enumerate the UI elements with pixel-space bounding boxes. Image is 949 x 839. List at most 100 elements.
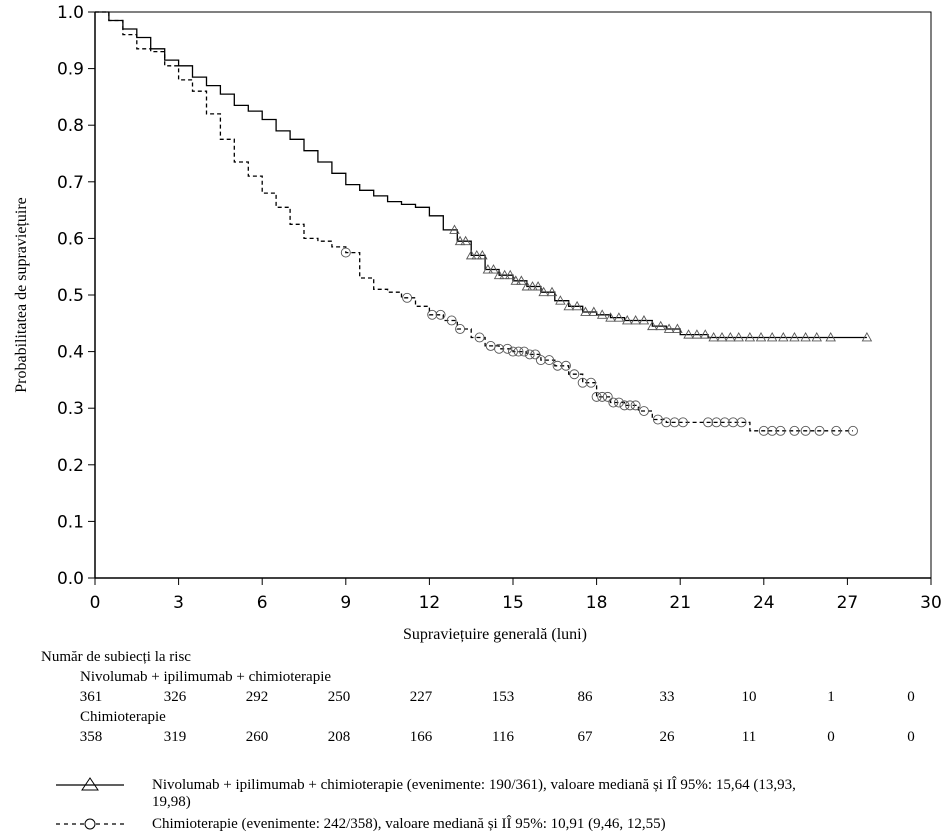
risk-row-nivolumab: 361 326 292 250 227 153 86 33 10 1 0 xyxy=(80,689,915,705)
risk-count: 1 xyxy=(827,689,835,705)
risk-count: 208 xyxy=(328,729,351,745)
censor-triangle xyxy=(465,249,477,260)
risk-count: 153 xyxy=(492,689,515,705)
censor-circle xyxy=(524,349,535,360)
risk-count: 26 xyxy=(660,729,676,745)
censor-triangle xyxy=(638,315,650,325)
y-tick-label: 0.1 xyxy=(57,512,84,532)
y-ticks: 0.0 0.1 0.2 0.3 0.4 0.5 0.6 0.7 0.8 0.9 1.0 xyxy=(57,3,95,589)
censor-triangle xyxy=(482,264,494,274)
censor-circle xyxy=(474,332,485,343)
x-ticks: 0 3 6 9 12 15 18 21 24 27 30 xyxy=(90,578,942,613)
censor-triangle xyxy=(613,312,625,322)
censor-circle xyxy=(455,324,466,334)
censor-triangle xyxy=(605,312,616,322)
censor-circle xyxy=(711,417,722,428)
censor-triangle xyxy=(663,323,675,333)
censor-triangle xyxy=(477,249,488,260)
legend-triangle-icon xyxy=(81,777,99,791)
censor-triangle xyxy=(596,309,608,319)
censor-triangle xyxy=(789,332,800,342)
y-tick-label: 0.7 xyxy=(57,173,84,193)
x-axis-title: Supraviețuire generală (luni) xyxy=(403,626,587,643)
censor-circle xyxy=(446,315,457,326)
censor-triangle xyxy=(700,329,711,339)
censor-circle xyxy=(661,417,672,428)
censor-marks-chimioterapie xyxy=(340,247,858,436)
km-curve-chimioterapie xyxy=(95,11,853,432)
risk-count: 227 xyxy=(410,689,433,705)
censor-circle xyxy=(625,400,635,411)
y-tick-label: 0.9 xyxy=(57,60,84,80)
censor-triangle xyxy=(655,320,666,331)
y-tick-label: 0.6 xyxy=(57,229,84,249)
censor-circle xyxy=(678,417,688,428)
censor-circle xyxy=(427,309,438,320)
censor-triangle xyxy=(630,315,641,325)
x-tick-label: 24 xyxy=(753,593,775,613)
legend-entry-1-line-2: 19,98) xyxy=(152,794,191,810)
censor-triangle xyxy=(755,332,767,342)
censor-triangle xyxy=(716,332,728,342)
risk-table-title: Număr de subiecți la risc xyxy=(41,649,191,665)
censor-triangle xyxy=(538,286,549,297)
legend: Nivolumab + ipilimumab + chimioterapie (… xyxy=(56,776,796,832)
censor-circle xyxy=(800,425,811,436)
censor-triangle xyxy=(647,320,658,331)
censor-circle xyxy=(767,425,778,436)
x-tick-label: 18 xyxy=(586,593,608,613)
censor-triangle xyxy=(691,329,703,339)
risk-count: 67 xyxy=(578,729,594,745)
censor-circle xyxy=(602,391,613,402)
y-tick-label: 0.5 xyxy=(57,286,84,306)
x-tick-label: 27 xyxy=(837,593,859,613)
censor-triangle xyxy=(563,300,575,311)
censor-circle xyxy=(619,400,630,411)
y-axis-title: Probabilitatea de supraviețuire xyxy=(13,197,30,392)
risk-count: 116 xyxy=(492,729,514,745)
risk-count: 0 xyxy=(907,729,915,745)
censor-circle xyxy=(789,425,800,436)
censor-circle xyxy=(544,355,555,366)
censor-triangle xyxy=(621,315,633,325)
censor-circle xyxy=(435,309,446,320)
censor-triangle xyxy=(825,332,836,342)
censor-triangle xyxy=(800,332,811,342)
y-tick-label: 0.8 xyxy=(57,116,84,136)
x-tick-label: 21 xyxy=(669,593,691,613)
risk-count: 166 xyxy=(410,729,433,745)
risk-count: 10 xyxy=(742,689,757,705)
censor-triangle xyxy=(460,235,471,246)
censor-circle xyxy=(340,247,351,258)
censor-triangle xyxy=(488,264,499,274)
censor-triangle xyxy=(532,281,544,291)
censor-circle xyxy=(402,292,413,303)
censor-triangle xyxy=(546,286,558,297)
x-tick-label: 30 xyxy=(920,593,942,613)
censor-triangle xyxy=(672,323,683,333)
series-layer xyxy=(95,11,873,436)
y-tick-label: 0.2 xyxy=(57,456,84,476)
censor-circle xyxy=(630,400,641,411)
censor-triangle xyxy=(778,332,789,342)
censor-circle xyxy=(831,425,842,436)
risk-count: 0 xyxy=(827,729,835,745)
censor-triangle xyxy=(571,300,583,311)
censor-triangle xyxy=(454,235,466,246)
risk-count: 292 xyxy=(246,689,269,705)
censor-triangle xyxy=(708,332,719,342)
censor-circle xyxy=(535,355,546,366)
risk-count: 319 xyxy=(164,729,187,745)
censor-circle xyxy=(848,425,858,436)
risk-row-chimioterapie: 358 319 260 208 166 116 67 26 11 0 0 xyxy=(80,729,915,745)
censor-circle xyxy=(758,425,769,436)
censor-triangle xyxy=(580,306,591,316)
censor-triangle xyxy=(725,332,736,342)
censor-circle xyxy=(703,417,714,428)
censor-circle xyxy=(530,349,541,360)
censor-circle xyxy=(560,360,571,371)
censor-triangle xyxy=(499,269,510,280)
censor-triangle xyxy=(555,295,566,305)
risk-count: 326 xyxy=(164,689,187,705)
